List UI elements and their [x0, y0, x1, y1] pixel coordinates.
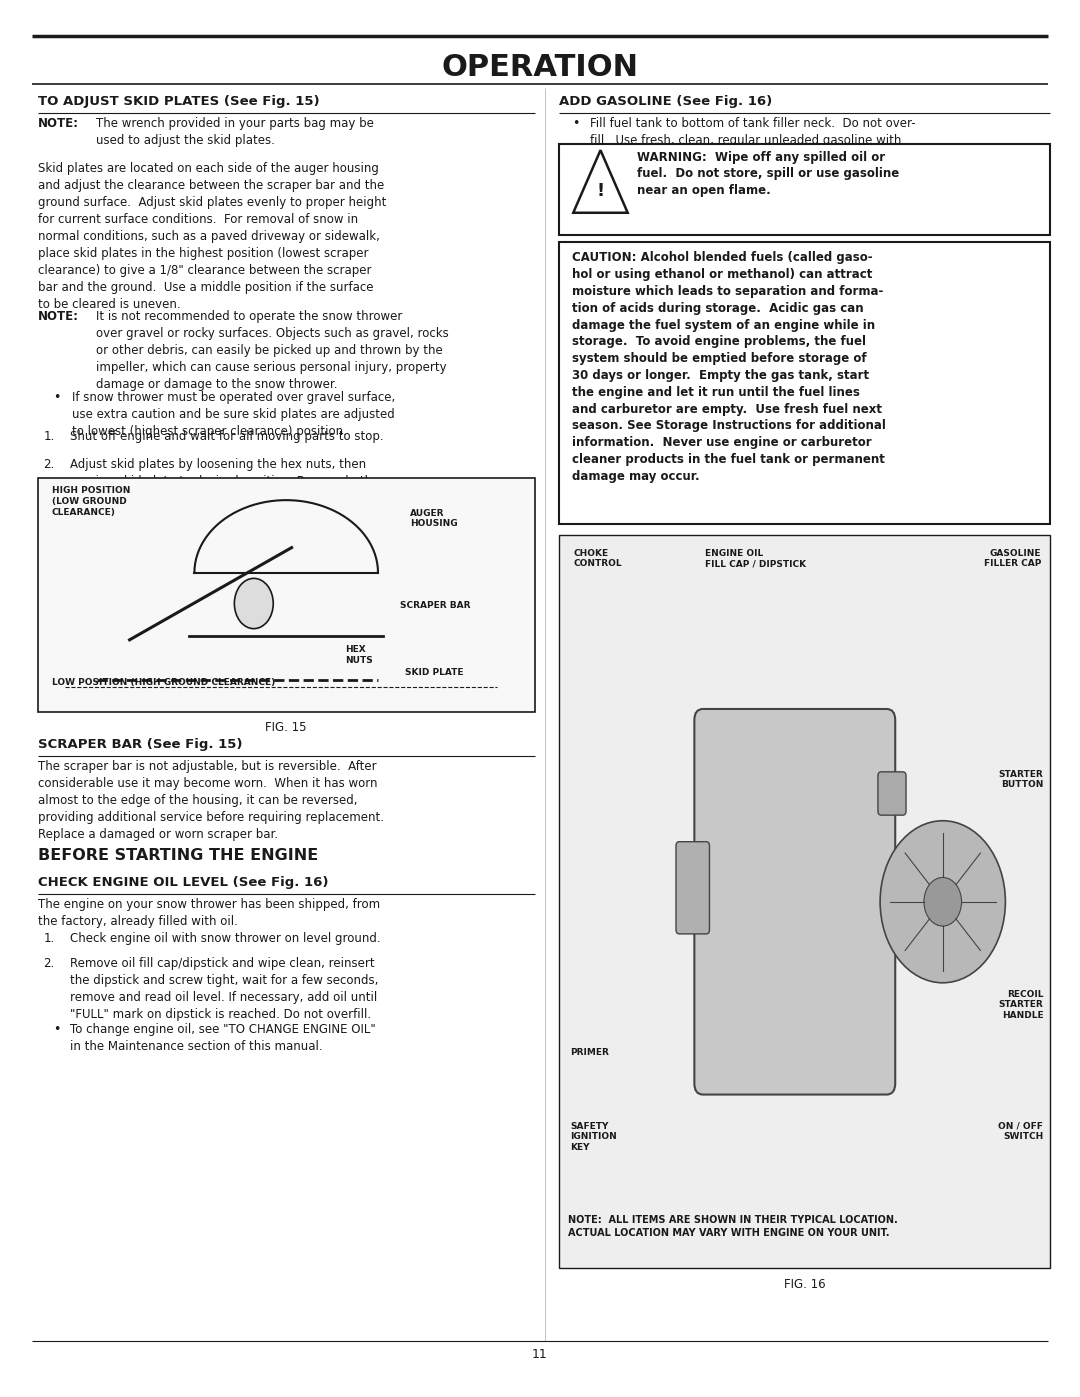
Text: To change engine oil, see "TO CHANGE ENGINE OIL"
in the Maintenance section of t: To change engine oil, see "TO CHANGE ENG… [70, 1023, 376, 1052]
FancyBboxPatch shape [559, 535, 1050, 1268]
Text: HEX
NUTS: HEX NUTS [346, 645, 374, 665]
Text: RECOIL
STARTER
HANDLE: RECOIL STARTER HANDLE [999, 989, 1043, 1020]
Text: The scraper bar is not adjustable, but is reversible.  After
considerable use it: The scraper bar is not adjustable, but i… [38, 760, 383, 841]
Text: It is not recommended to operate the snow thrower
over gravel or rocky surfaces.: It is not recommended to operate the sno… [96, 310, 449, 391]
Text: Remove oil fill cap/dipstick and wipe clean, reinsert
the dipstick and screw tig: Remove oil fill cap/dipstick and wipe cl… [70, 957, 379, 1021]
Text: GASOLINE
FILLER CAP: GASOLINE FILLER CAP [984, 549, 1041, 569]
Text: STARTER
BUTTON: STARTER BUTTON [999, 770, 1043, 789]
Text: NOTE:  ALL ITEMS ARE SHOWN IN THEIR TYPICAL LOCATION.
ACTUAL LOCATION MAY VARY W: NOTE: ALL ITEMS ARE SHOWN IN THEIR TYPIC… [568, 1215, 897, 1238]
Text: SCRAPER BAR (See Fig. 15): SCRAPER BAR (See Fig. 15) [38, 738, 242, 750]
Text: ON / OFF
SWITCH: ON / OFF SWITCH [998, 1122, 1043, 1141]
Text: AUGER
HOUSING: AUGER HOUSING [410, 509, 458, 528]
Text: CHECK ENGINE OIL LEVEL (See Fig. 16): CHECK ENGINE OIL LEVEL (See Fig. 16) [38, 876, 328, 888]
Text: The wrench provided in your parts bag may be
used to adjust the skid plates.: The wrench provided in your parts bag ma… [96, 117, 374, 147]
Text: If snow thrower must be operated over gravel surface,
use extra caution and be s: If snow thrower must be operated over gr… [72, 391, 395, 439]
FancyBboxPatch shape [694, 710, 895, 1095]
Text: CAUTION: Alcohol blended fuels (called gaso-
hol or using ethanol or methanol) c: CAUTION: Alcohol blended fuels (called g… [572, 251, 887, 483]
Text: WARNING:  Wipe off any spilled oil or
fuel.  Do not store, spill or use gasoline: WARNING: Wipe off any spilled oil or fue… [637, 151, 900, 197]
Text: PRIMER: PRIMER [570, 1048, 609, 1058]
Text: CHOKE
CONTROL: CHOKE CONTROL [573, 549, 622, 569]
Text: Adjust skid plates by loosening the hex nuts, then
moving skid plate to desired : Adjust skid plates by loosening the hex … [70, 458, 373, 506]
FancyBboxPatch shape [559, 242, 1050, 524]
Circle shape [234, 578, 273, 629]
Text: 2.: 2. [43, 957, 54, 970]
Text: SCRAPER BAR: SCRAPER BAR [400, 601, 470, 609]
Text: •: • [53, 391, 60, 404]
Text: ADD GASOLINE (See Fig. 16): ADD GASOLINE (See Fig. 16) [559, 95, 772, 108]
Text: Shut off engine and wait for all moving parts to stop.: Shut off engine and wait for all moving … [70, 430, 383, 443]
Text: ENGINE OIL
FILL CAP / DIPSTICK: ENGINE OIL FILL CAP / DIPSTICK [705, 549, 807, 569]
Text: 2.: 2. [43, 458, 54, 471]
Text: Skid plates are located on each side of the auger housing
and adjust the clearan: Skid plates are located on each side of … [38, 162, 387, 312]
FancyBboxPatch shape [878, 771, 906, 816]
Text: SAFETY
IGNITION
KEY: SAFETY IGNITION KEY [570, 1122, 617, 1151]
FancyBboxPatch shape [559, 144, 1050, 235]
Circle shape [880, 820, 1005, 983]
Text: Fill fuel tank to bottom of tank filler neck.  Do not over-
fill.  Use fresh, cl: Fill fuel tank to bottom of tank filler … [590, 117, 916, 198]
FancyBboxPatch shape [38, 478, 535, 712]
Text: •: • [53, 1023, 60, 1035]
Text: NOTE:: NOTE: [38, 310, 79, 323]
Text: 1.: 1. [43, 932, 54, 944]
Text: LOW POSITION (HIGH GROUND CLEARANCE): LOW POSITION (HIGH GROUND CLEARANCE) [52, 679, 275, 687]
Text: NOTE:: NOTE: [38, 117, 79, 130]
Text: 1.: 1. [43, 430, 54, 443]
FancyBboxPatch shape [676, 841, 710, 933]
Text: FIG. 16: FIG. 16 [784, 1278, 825, 1291]
Text: BEFORE STARTING THE ENGINE: BEFORE STARTING THE ENGINE [38, 848, 318, 863]
Text: TO ADJUST SKID PLATES (See Fig. 15): TO ADJUST SKID PLATES (See Fig. 15) [38, 95, 320, 108]
Text: FIG. 15: FIG. 15 [266, 721, 307, 733]
Text: !: ! [596, 182, 605, 200]
Circle shape [924, 877, 961, 926]
Text: HIGH POSITION
(LOW GROUND
CLEARANCE): HIGH POSITION (LOW GROUND CLEARANCE) [52, 486, 131, 517]
Text: •: • [572, 117, 580, 130]
Text: The engine on your snow thrower has been shipped, from
the factory, already fill: The engine on your snow thrower has been… [38, 898, 380, 928]
Text: Check engine oil with snow thrower on level ground.: Check engine oil with snow thrower on le… [70, 932, 381, 944]
Text: OPERATION: OPERATION [442, 53, 638, 82]
Polygon shape [573, 151, 627, 212]
Text: SKID PLATE: SKID PLATE [405, 668, 463, 676]
Text: 11: 11 [532, 1348, 548, 1361]
